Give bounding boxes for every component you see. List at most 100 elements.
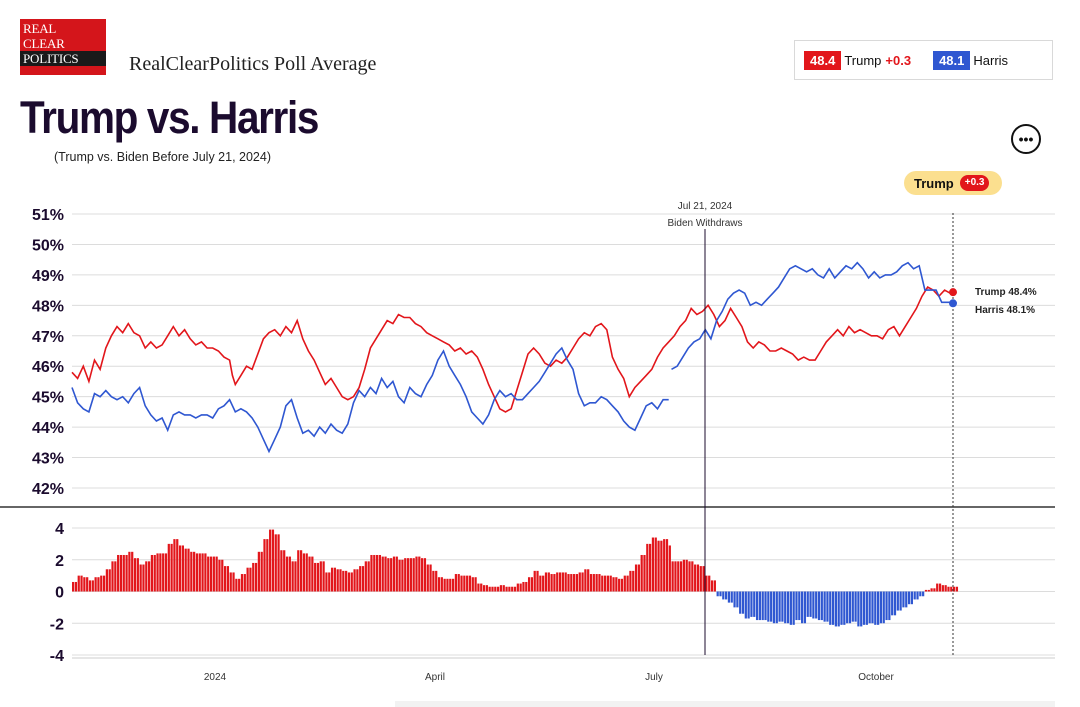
- spread-bar: [725, 591, 728, 600]
- spread-bar: [919, 591, 922, 597]
- spread-bar: [651, 537, 655, 592]
- spread-bar: [204, 553, 207, 592]
- spread-bar: [587, 569, 590, 592]
- spread-bar: [601, 575, 604, 592]
- spread-bar: [280, 550, 283, 592]
- spread-bar: [682, 559, 686, 592]
- spread-bar: [347, 572, 351, 592]
- spread-bar: [319, 561, 322, 592]
- y-tick-label: 47%: [32, 329, 64, 346]
- spread-bar: [727, 591, 731, 603]
- spread-bar: [674, 561, 677, 592]
- more-options-button[interactable]: •••: [1011, 124, 1041, 154]
- spread-bar: [806, 591, 809, 617]
- spread-bar: [136, 558, 139, 592]
- spread-bar: [150, 554, 154, 592]
- spread-bar: [584, 569, 587, 592]
- spread-bar: [640, 554, 643, 592]
- y-tick-label: 51%: [32, 207, 64, 224]
- leader-name: Trump: [914, 175, 954, 191]
- trump-delta: +0.3: [885, 52, 912, 68]
- spread-bar: [432, 570, 435, 592]
- spread-bar: [108, 569, 111, 592]
- spread-bar: [181, 545, 184, 592]
- spread-bar: [713, 580, 716, 592]
- spread-bar: [677, 561, 680, 592]
- site-title: RealClearPolitics Poll Average: [129, 53, 377, 75]
- spread-bar: [874, 591, 877, 625]
- spread-bar: [730, 591, 733, 603]
- trump-name: Trump: [844, 52, 882, 68]
- spread-bar: [302, 553, 306, 592]
- spread-bar: [339, 569, 342, 592]
- spread-bar: [128, 551, 131, 592]
- spread-bar: [784, 591, 787, 624]
- spread-bar: [367, 561, 370, 592]
- spread-bar: [705, 575, 708, 592]
- spread-bar: [657, 540, 660, 592]
- spread-bar: [702, 566, 705, 592]
- spread-bar: [868, 591, 871, 624]
- spread-bar: [111, 561, 114, 592]
- spread-bar: [263, 539, 266, 592]
- spread-bar: [336, 569, 339, 592]
- spread-bar: [423, 558, 427, 592]
- spread-bar: [449, 578, 452, 592]
- spread-bar: [190, 551, 193, 592]
- spread-bar: [860, 591, 863, 627]
- spread-bar: [877, 591, 880, 625]
- spread-bar: [72, 581, 75, 592]
- spread-bar: [634, 564, 638, 592]
- spread-bar: [187, 548, 190, 592]
- spread-bar: [283, 550, 286, 592]
- spread-bar: [285, 556, 289, 592]
- spread-bar: [387, 558, 390, 592]
- spread-bar: [88, 580, 92, 592]
- spread-bar: [798, 591, 801, 621]
- spread-bar: [679, 561, 683, 592]
- spread-bar: [764, 591, 767, 621]
- spread-bar: [83, 577, 86, 592]
- spread-bar: [330, 567, 334, 592]
- spread-bar: [831, 591, 835, 625]
- spread-bar: [373, 554, 376, 592]
- spread-bar: [468, 575, 472, 592]
- spread-bar: [243, 574, 246, 592]
- spread-bar: [891, 591, 894, 616]
- spread-bar: [606, 575, 610, 592]
- spread-bar: [823, 591, 826, 622]
- spread-bar: [826, 591, 829, 622]
- spread-bar: [316, 562, 320, 592]
- spread-bar: [691, 561, 694, 592]
- spread-bar: [398, 559, 401, 592]
- logo-line-3: POLITICS: [20, 51, 106, 66]
- spread-bar: [364, 561, 367, 592]
- spread-bar: [131, 551, 134, 592]
- spread-bar: [167, 543, 170, 592]
- trump-end-label: Trump 48.4%: [975, 287, 1037, 298]
- spread-bar: [451, 578, 455, 592]
- spread-bar: [953, 586, 956, 592]
- spread-bar: [710, 580, 714, 592]
- logo-line-2: CLEAR: [23, 36, 65, 51]
- spread-bar: [421, 558, 424, 592]
- spread-bar: [525, 581, 528, 592]
- spread-bar: [564, 572, 567, 592]
- spread-bar: [865, 591, 868, 625]
- spread-bar: [485, 585, 488, 592]
- spread-bar: [508, 586, 511, 592]
- spread-bar: [542, 575, 545, 592]
- spread-bar: [322, 561, 325, 592]
- spread-bar: [553, 574, 556, 592]
- spread-bar: [955, 586, 959, 592]
- spread-bar: [466, 575, 469, 592]
- spread-bar: [758, 591, 762, 621]
- y-tick-label: 46%: [32, 359, 64, 376]
- spread-bar: [750, 591, 753, 617]
- spread-bar: [910, 591, 913, 605]
- spread-bar: [885, 591, 888, 621]
- spread-bar: [260, 551, 263, 592]
- spread-bar: [719, 591, 722, 597]
- rcp-logo[interactable]: REAL CLEAR POLITICS: [20, 19, 106, 75]
